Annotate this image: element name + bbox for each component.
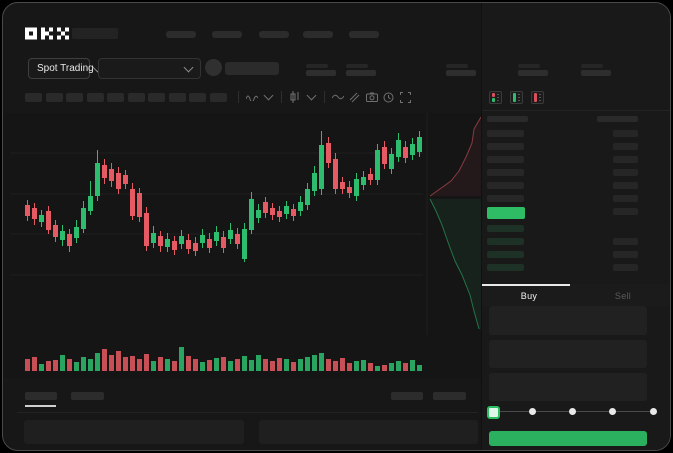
slider-stop-75[interactable] [609,408,617,415]
coin-avatar [205,59,222,76]
orderbook-all-icon[interactable] [489,91,502,104]
nav-item-4[interactable] [349,31,379,38]
chevron-down-icon [183,62,194,72]
stat-value-0 [306,70,336,76]
market-type-label: Spot Trading [37,63,94,74]
bottom-tab-1[interactable] [71,392,104,400]
tab-buy[interactable]: Buy [520,291,538,301]
stat-value-4 [581,70,611,76]
slider-handle[interactable] [487,406,500,419]
trade-tabs: Buy Sell [482,284,670,306]
stat-label-0 [306,64,328,68]
ask-row-amount-3 [613,169,638,176]
timeframe-button-2[interactable] [66,93,83,102]
nav-item-0[interactable] [166,31,196,38]
bid-row-amount-1 [613,238,638,245]
slider-stop-100[interactable] [649,408,657,415]
divider [17,412,478,413]
active-tab-indicator [482,284,570,286]
candlestick-chart[interactable] [3,113,481,378]
timeframe-button-1[interactable] [45,93,63,102]
fullscreen-icon[interactable] [398,90,413,104]
chart-tools [235,90,413,104]
bottom-tab-right-0[interactable] [391,392,423,400]
ask-row-amount-0 [613,130,638,137]
total-input[interactable] [489,373,647,401]
bid-row-amount-2 [613,251,638,258]
timeframe-button-6[interactable] [148,93,165,102]
orderbook-header-price [487,116,528,122]
orderbook-view-toggles [489,91,544,104]
bid-row-price-2[interactable] [487,251,524,258]
ask-row-amount-4 [613,182,638,189]
ask-row-amount-5 [613,195,638,202]
stat-value-1 [346,70,376,76]
market-type-dropdown[interactable]: Spot Trading [28,58,103,79]
slider-stop-25[interactable] [528,408,536,415]
timeframe-button-8[interactable] [189,93,206,102]
bottom-tab-0[interactable] [25,392,57,400]
bid-row-price-0[interactable] [487,225,524,232]
indicator-icon[interactable] [330,90,345,104]
ask-row-price-2[interactable] [487,156,524,163]
tab-sell[interactable]: Sell [614,291,632,301]
chart-settings-icon[interactable] [381,90,396,104]
buy-submit-button[interactable] [489,431,647,446]
stat-value-3 [518,70,548,76]
chevron-down-icon[interactable] [304,90,319,104]
ask-row-price-4[interactable] [487,182,524,189]
ask-row-price-0[interactable] [487,130,524,137]
amount-slider[interactable] [487,406,657,419]
amount-input[interactable] [489,340,647,368]
drawing-tools-icon[interactable] [347,90,362,104]
camera-icon[interactable] [364,90,379,104]
pair-name-placeholder [225,62,279,75]
last-price-amount [613,208,638,215]
ask-row-price-1[interactable] [487,143,524,150]
orderbook-asks-icon[interactable] [531,91,544,104]
candle-chart-icon[interactable] [287,90,302,104]
nav-item-2[interactable] [259,31,289,38]
divider [482,110,670,111]
nav-item-3[interactable] [303,31,333,38]
price-input[interactable] [489,306,647,335]
timeframe-button-7[interactable] [168,93,186,102]
last-price-highlight[interactable] [487,207,525,219]
stat-value-2 [446,70,476,76]
stat-label-1 [346,64,368,68]
line-chart-icon[interactable] [244,90,259,104]
bid-row-amount-3 [613,264,638,271]
timeframe-button-4[interactable] [107,93,124,102]
bottom-tab-0-indicator [25,405,56,407]
stat-label-2 [446,64,468,68]
bottom-panel-open-orders[interactable] [24,420,244,444]
bottom-tab-right-1[interactable] [433,392,466,400]
ask-row-price-3[interactable] [487,169,524,176]
bid-row-price-3[interactable] [487,264,524,271]
timeframe-button-9[interactable] [209,93,227,102]
slider-stop-50[interactable] [569,408,576,415]
nav-item-1[interactable] [212,31,242,38]
orderbook-bids-icon[interactable] [510,91,523,104]
orderbook-header-amount [597,116,638,122]
timeframe-button-0[interactable] [25,93,42,102]
chevron-down-icon[interactable] [261,90,276,104]
ask-row-amount-1 [613,143,638,150]
timeframe-button-3[interactable] [86,93,104,102]
stat-label-3 [518,64,540,68]
okx-logo [25,27,69,40]
ask-row-amount-2 [613,156,638,163]
nav-placeholder-block [72,28,118,39]
bid-row-price-1[interactable] [487,238,524,245]
bottom-panel-order-history[interactable] [259,420,478,444]
ask-row-price-5[interactable] [487,195,524,202]
pair-search-dropdown[interactable] [98,58,201,79]
timeframe-button-5[interactable] [127,93,145,102]
stat-label-4 [581,64,603,68]
